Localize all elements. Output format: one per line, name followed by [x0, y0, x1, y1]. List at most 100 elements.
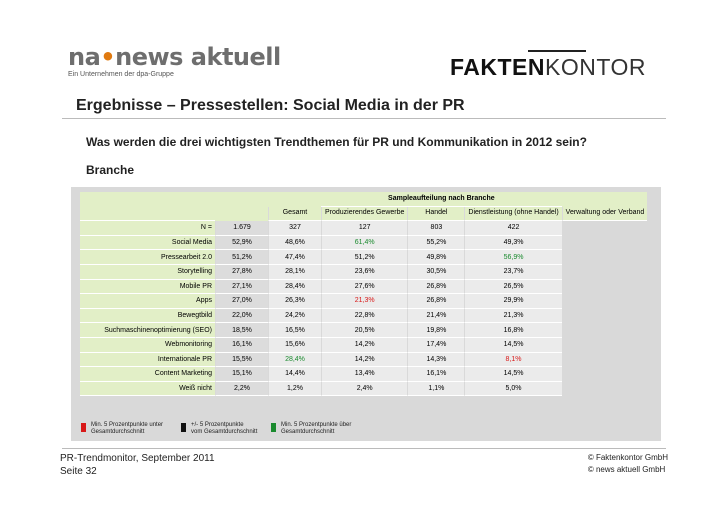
fk-logo-bar	[528, 50, 586, 52]
cell-verwaltung: 14,5%	[464, 337, 562, 353]
row-label: Webmonitoring	[80, 337, 215, 353]
cell-verwaltung: 29,9%	[464, 294, 562, 309]
cell-dienstleistung: 30,5%	[407, 264, 465, 280]
table-row: Pressearbeit 2.0 51,2% 47,4% 51,2% 49,8% 56,9…	[80, 250, 647, 265]
cell-produzierendes-gewerbe: 24,2%	[268, 308, 321, 324]
row-label: Bewegtbild	[80, 308, 215, 324]
title-divider	[62, 118, 666, 119]
faktenkontor-logo: FAKTENKONTOR	[450, 42, 670, 82]
cell-handel: 13,4%	[321, 367, 408, 382]
footer-copyright: © Faktenkontor GmbH © news aktuell GmbH	[588, 452, 668, 476]
row-label: Storytelling	[80, 264, 215, 280]
cell-dienstleistung: 17,4%	[407, 337, 465, 353]
row-label: Apps	[80, 294, 215, 309]
cell-verwaltung: 26,5%	[464, 279, 562, 295]
cell-handel: 2,4%	[321, 381, 408, 397]
legend-line2: Gesamtdurchschnitt	[91, 429, 145, 435]
table-row-n: N = 1.679 327 127 803 422	[80, 221, 647, 236]
cell-verwaltung: 422	[464, 221, 562, 236]
na-wordmark: na•news aktuell	[68, 43, 281, 71]
legend-line2: Gesamtdurchschnitt	[281, 429, 335, 435]
cell-dienstleistung: 803	[407, 221, 465, 236]
table-row: Social Media 52,9% 48,6% 61,4% 55,2% 49,3%	[80, 235, 647, 251]
cell-gesamt: 15,5%	[215, 352, 268, 368]
cell-verwaltung: 56,9%	[464, 250, 562, 265]
legend-swatch	[81, 423, 86, 432]
table-row: Bewegtbild 22,0% 24,2% 22,8% 21,4% 21,3%	[80, 308, 647, 324]
cell-handel: 61,4%	[321, 235, 408, 251]
row-label: Content Marketing	[80, 367, 215, 382]
cell-verwaltung: 49,3%	[464, 235, 562, 251]
footer-divider	[62, 448, 666, 449]
cell-verwaltung: 16,8%	[464, 323, 562, 338]
cell-produzierendes-gewerbe: 28,4%	[268, 279, 321, 295]
results-panel: Sampleaufteilung nach Branche Gesamt Pro…	[71, 187, 661, 441]
cell-gesamt: 18,5%	[215, 323, 268, 338]
cell-handel: 51,2%	[321, 250, 408, 265]
question-text: Was werden die drei wichtigsten Trendthe…	[86, 135, 587, 149]
cell-handel: 23,6%	[321, 264, 408, 280]
legend-line1: +/- 5 Prozentpunkte	[191, 422, 244, 428]
legend-line1: Min. 5 Prozentpunkte unter	[91, 422, 164, 428]
cell-verwaltung: 8,1%	[464, 352, 562, 368]
cell-handel: 127	[321, 221, 408, 236]
cell-produzierendes-gewerbe: 28,4%	[268, 352, 321, 368]
cell-dienstleistung: 19,8%	[407, 323, 465, 338]
table-column-header-row: Gesamt Produzierendes Gewerbe Handel Die…	[80, 206, 648, 222]
table-group-header-row: Sampleaufteilung nach Branche	[80, 192, 648, 207]
footer-page-number: Seite 32	[60, 466, 97, 477]
cell-verwaltung: 23,7%	[464, 264, 562, 280]
cell-verwaltung: 21,3%	[464, 308, 562, 324]
legend-swatch	[181, 423, 186, 432]
table-row: Storytelling 27,8% 28,1% 23,6% 30,5% 23,7%	[80, 264, 647, 280]
cell-handel: 21,3%	[321, 294, 408, 309]
cell-dienstleistung: 21,4%	[407, 308, 465, 324]
cell-gesamt: 2,2%	[215, 381, 268, 397]
col-header-gesamt: Gesamt	[268, 206, 321, 222]
cell-dienstleistung: 55,2%	[407, 235, 465, 251]
cell-handel: 14,2%	[321, 352, 408, 368]
section-label: Branche	[86, 163, 135, 177]
cell-handel: 27,6%	[321, 279, 408, 295]
page-title: Ergebnisse – Pressestellen: Social Media…	[76, 97, 465, 114]
cell-produzierendes-gewerbe: 48,6%	[268, 235, 321, 251]
cell-dienstleistung: 14,3%	[407, 352, 465, 368]
cell-gesamt: 27,0%	[215, 294, 268, 309]
results-table: Sampleaufteilung nach Branche Gesamt Pro…	[80, 192, 648, 397]
cell-produzierendes-gewerbe: 28,1%	[268, 264, 321, 280]
cell-produzierendes-gewerbe: 1,2%	[268, 381, 321, 397]
cell-gesamt: 15,1%	[215, 367, 268, 382]
fk-wordmark: FAKTENKONTOR	[450, 54, 646, 80]
table-row: Suchmaschinenoptimierung (SEO) 18,5% 16,5%…	[80, 323, 647, 338]
footer-source: PR-Trendmonitor, September 2011 Seite 32	[60, 452, 215, 478]
legend-text: Min. 5 Prozentpunkte über Gesamtdurchschn…	[281, 422, 351, 436]
table-row: Weiß nicht 2,2% 1,2% 2,4% 1,1% 5,0%	[80, 381, 647, 397]
legend-text: +/- 5 Prozentpunkte vom Gesamtdurchschnit…	[191, 422, 257, 436]
cell-gesamt: 22,0%	[215, 308, 268, 324]
legend-line2: vom Gesamtdurchschnitt	[191, 429, 258, 435]
news-aktuell-logo: na•news aktuell Ein Unternehmen der dpa-…	[68, 43, 281, 84]
cell-gesamt: 1.679	[215, 221, 268, 236]
cell-dienstleistung: 1,1%	[407, 381, 465, 397]
na-tagline: Ein Unternehmen der dpa-Gruppe	[68, 71, 174, 78]
copyright-faktenkontor: © Faktenkontor GmbH	[587, 453, 668, 462]
row-label: N =	[80, 221, 215, 236]
cell-produzierendes-gewerbe: 26,3%	[268, 294, 321, 309]
row-label: Social Media	[80, 235, 215, 251]
cell-produzierendes-gewerbe: 15,6%	[268, 337, 321, 353]
cell-dienstleistung: 26,8%	[407, 279, 465, 295]
cell-gesamt: 52,9%	[215, 235, 268, 251]
cell-gesamt: 27,8%	[215, 264, 268, 280]
cell-produzierendes-gewerbe: 14,4%	[268, 367, 321, 382]
cell-handel: 22,8%	[321, 308, 408, 324]
table-row: Mobile PR 27,1% 28,4% 27,6% 26,8% 26,5%	[80, 279, 647, 295]
col-header-dienstleistung: Dienstleistung (ohne Handel)	[464, 206, 562, 222]
row-label: Weiß nicht	[80, 381, 215, 397]
row-label: Mobile PR	[80, 279, 215, 295]
cell-gesamt: 27,1%	[215, 279, 268, 295]
cell-verwaltung: 5,0%	[464, 381, 562, 397]
cell-produzierendes-gewerbe: 16,5%	[268, 323, 321, 338]
cell-verwaltung: 14,5%	[464, 367, 562, 382]
cell-gesamt: 16,1%	[215, 337, 268, 353]
table-row: Webmonitoring 16,1% 15,6% 14,2% 17,4% 14,5%	[80, 337, 647, 353]
